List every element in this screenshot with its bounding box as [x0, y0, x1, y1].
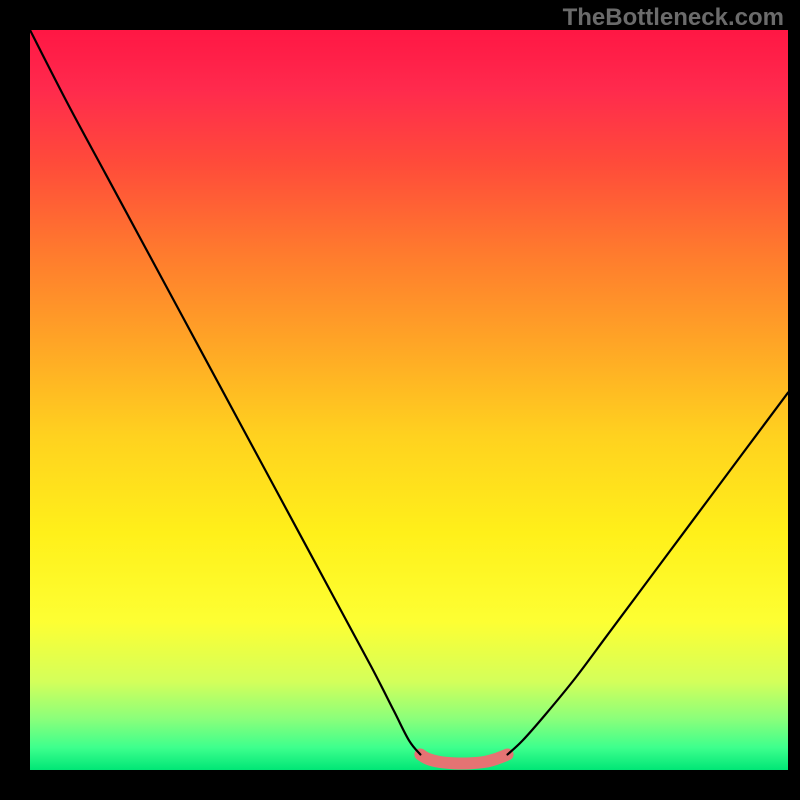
curve-layer — [30, 30, 788, 770]
plot-area — [30, 30, 788, 770]
left-curve — [30, 30, 420, 754]
chart-container: TheBottleneck.com — [0, 0, 800, 800]
right-curve — [508, 393, 788, 755]
bottom-highlight-curve — [420, 754, 507, 763]
watermark-text: TheBottleneck.com — [563, 4, 784, 32]
